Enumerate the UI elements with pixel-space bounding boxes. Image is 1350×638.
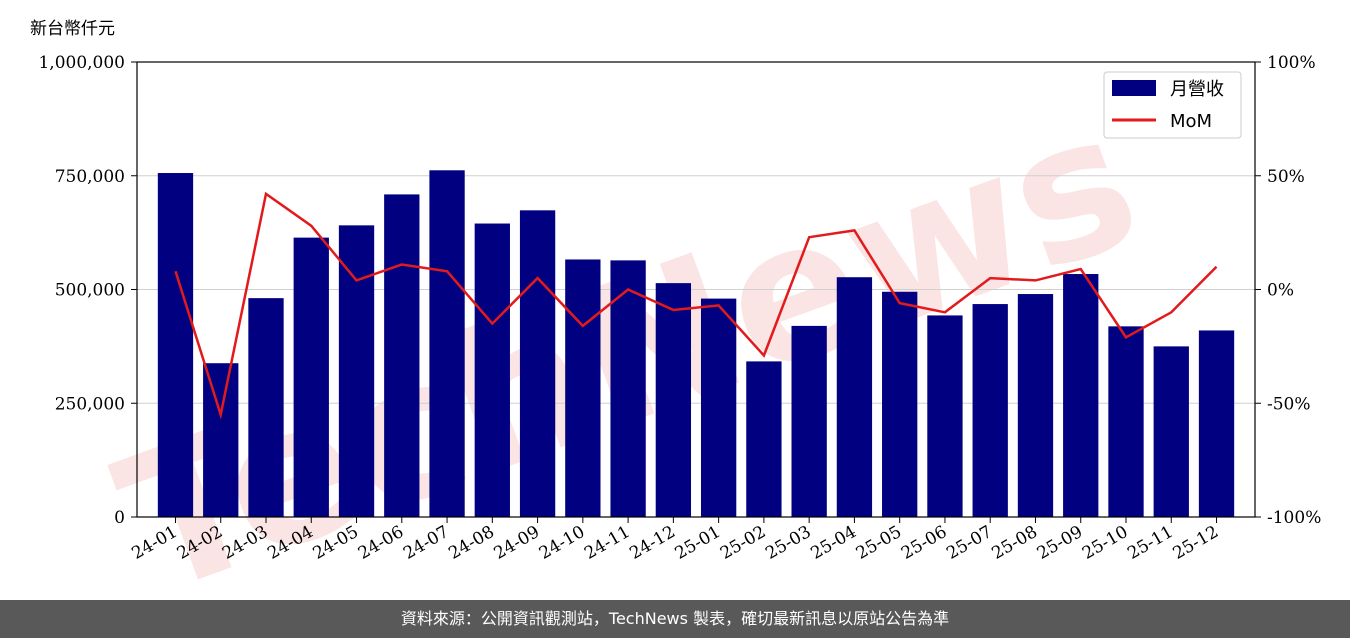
revenue-bar	[791, 325, 827, 517]
x-tick-label: 25-04	[807, 522, 859, 564]
revenue-chart: TechNews 新台幣仟元 0250,000500,000750,0001,0…	[30, 19, 1321, 600]
revenue-bar	[565, 259, 601, 517]
revenue-bar	[1108, 326, 1144, 517]
revenue-bar	[338, 225, 375, 517]
y-left-unit-label: 新台幣仟元	[30, 19, 115, 39]
revenue-bar	[700, 298, 737, 517]
x-tick-label: 25-10	[1079, 522, 1131, 564]
revenue-bar	[384, 194, 420, 517]
revenue-bar	[746, 361, 782, 517]
x-tick-label: 24-09	[491, 522, 543, 564]
source-footer: 資料來源：公開資訊觀測站，TechNews 製表，確切最新訊息以原站公告為準	[0, 600, 1350, 638]
left-tick-label: 250,000	[55, 394, 125, 414]
left-tick-label: 750,000	[55, 167, 125, 187]
revenue-bar	[927, 315, 963, 517]
x-tick-label: 25-01	[672, 522, 724, 564]
revenue-bar	[1063, 274, 1099, 517]
revenue-bar	[610, 260, 646, 517]
revenue-bar	[972, 304, 1008, 517]
legend: 月營收 MoM	[1103, 71, 1242, 139]
revenue-bar	[1153, 346, 1189, 517]
right-tick-label: 100%	[1267, 53, 1316, 73]
x-tick-label: 25-08	[989, 522, 1041, 564]
right-tick-label: 0%	[1267, 281, 1294, 301]
x-tick-label: 25-09	[1034, 522, 1086, 564]
right-tick-label: -100%	[1267, 508, 1321, 528]
revenue-bar	[1198, 330, 1235, 517]
revenue-bar	[474, 223, 510, 517]
revenue-bar	[429, 170, 465, 518]
left-axis: 0 250,000 500,000 750,000 1,000,000	[38, 53, 137, 528]
x-tick-label: 25-03	[762, 522, 814, 564]
revenue-bar	[1017, 294, 1054, 517]
revenue-bar	[519, 210, 556, 517]
revenue-bar	[293, 237, 329, 517]
left-tick-label: 500,000	[55, 281, 125, 301]
right-tick-label: 50%	[1267, 167, 1305, 187]
legend-label-mom: MoM	[1170, 111, 1212, 132]
left-tick-label: 1,000,000	[38, 53, 125, 73]
x-tick-label: 24-12	[626, 522, 678, 564]
x-tick-label: 24-11	[581, 522, 633, 564]
x-tick-label: 25-11	[1124, 522, 1176, 564]
revenue-bar	[203, 363, 239, 517]
x-tick-label: 25-07	[943, 522, 995, 564]
x-tick-label: 25-02	[717, 522, 769, 564]
legend-label-revenue: 月營收	[1170, 79, 1224, 100]
revenue-bar	[836, 277, 873, 517]
x-tick-label: 25-12	[1170, 522, 1222, 564]
revenue-bar	[882, 291, 918, 517]
left-tick-label: 0	[114, 508, 125, 528]
x-tick-label: 25-06	[898, 522, 950, 564]
x-tick-label: 24-10	[536, 522, 588, 564]
revenue-bar	[655, 283, 692, 517]
legend-bar-swatch	[1112, 80, 1156, 96]
mom-line	[174, 191, 1218, 420]
revenue-bar	[157, 173, 194, 517]
right-tick-label: -50%	[1267, 394, 1311, 414]
x-tick-label: 25-05	[853, 522, 905, 564]
mom-line-series	[174, 191, 1218, 420]
revenue-bar	[248, 298, 284, 517]
right-axis: -100% -50% 0% 50% 100%	[1255, 53, 1321, 528]
bar-series	[157, 170, 1235, 518]
